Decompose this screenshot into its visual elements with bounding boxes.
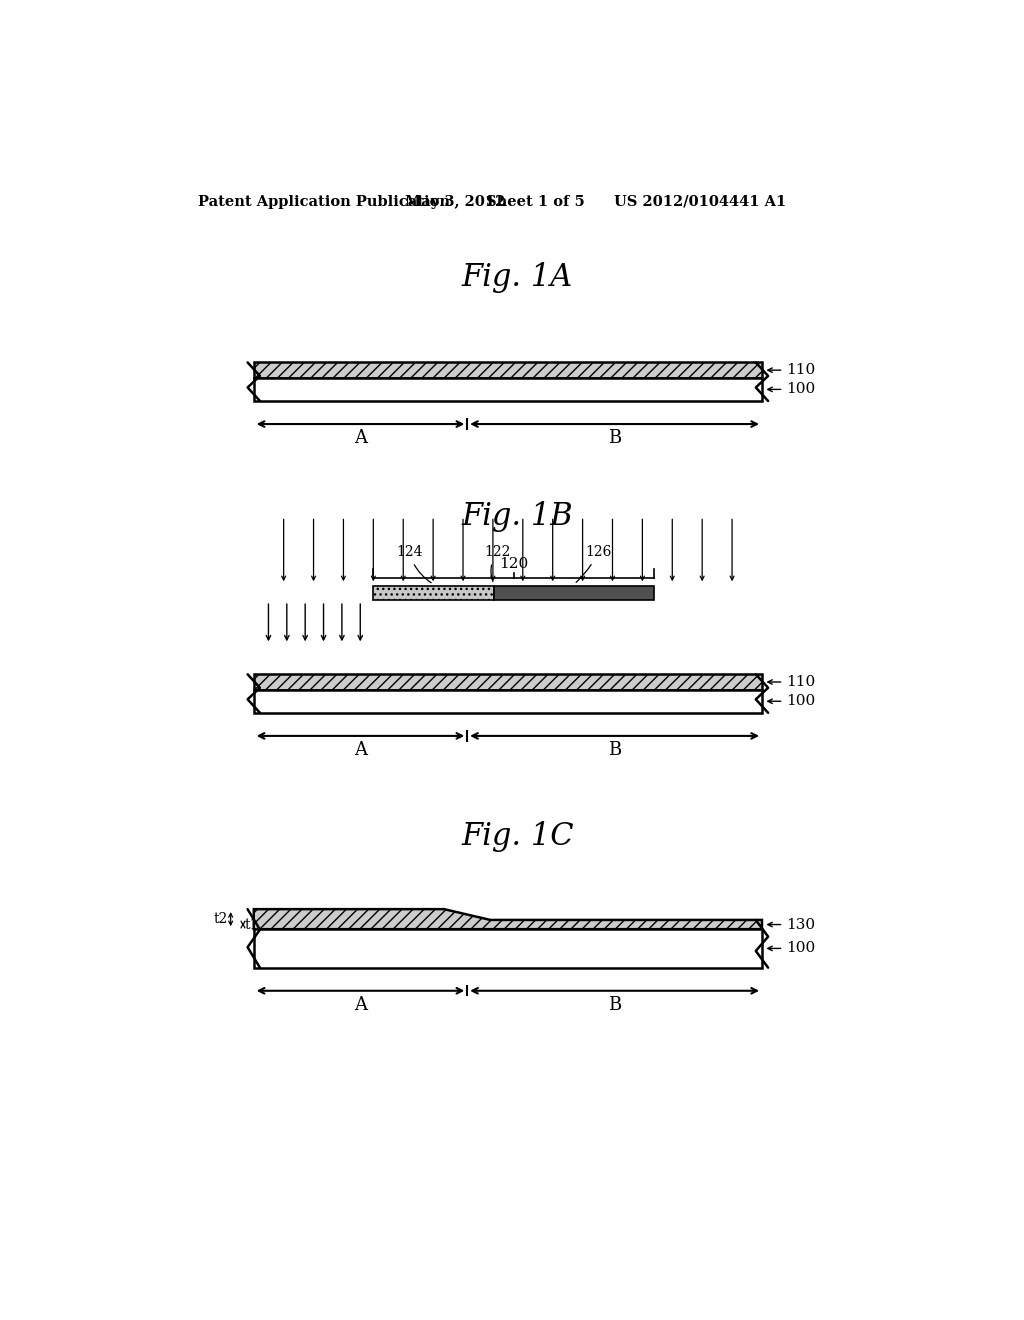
Text: 100: 100 <box>786 941 816 956</box>
Text: May 3, 2012: May 3, 2012 <box>404 194 505 209</box>
Text: t2: t2 <box>213 912 227 927</box>
Text: Fig. 1C: Fig. 1C <box>462 821 574 851</box>
Text: 126: 126 <box>577 545 611 582</box>
Text: A: A <box>354 995 367 1014</box>
Polygon shape <box>373 586 494 599</box>
Text: 130: 130 <box>786 917 816 932</box>
Text: 122: 122 <box>484 545 511 582</box>
Text: Sheet 1 of 5: Sheet 1 of 5 <box>486 194 585 209</box>
Text: Fig. 1A: Fig. 1A <box>462 263 572 293</box>
Text: 110: 110 <box>786 363 816 378</box>
Text: B: B <box>608 429 622 447</box>
Text: 124: 124 <box>396 545 431 582</box>
Text: B: B <box>608 995 622 1014</box>
Polygon shape <box>254 675 762 689</box>
Text: 100: 100 <box>786 383 816 396</box>
Text: 120: 120 <box>499 557 528 572</box>
Text: t1: t1 <box>245 917 259 932</box>
Polygon shape <box>254 909 762 929</box>
Polygon shape <box>254 929 762 968</box>
Text: B: B <box>608 741 622 759</box>
Text: US 2012/0104441 A1: US 2012/0104441 A1 <box>614 194 786 209</box>
Text: A: A <box>354 741 367 759</box>
Polygon shape <box>254 363 762 378</box>
Text: Fig. 1B: Fig. 1B <box>462 502 573 532</box>
Text: A: A <box>354 429 367 447</box>
Text: 110: 110 <box>786 675 816 689</box>
Polygon shape <box>494 586 654 599</box>
Text: 100: 100 <box>786 694 816 709</box>
Text: Patent Application Publication: Patent Application Publication <box>199 194 451 209</box>
Polygon shape <box>254 689 762 713</box>
Polygon shape <box>254 378 762 401</box>
